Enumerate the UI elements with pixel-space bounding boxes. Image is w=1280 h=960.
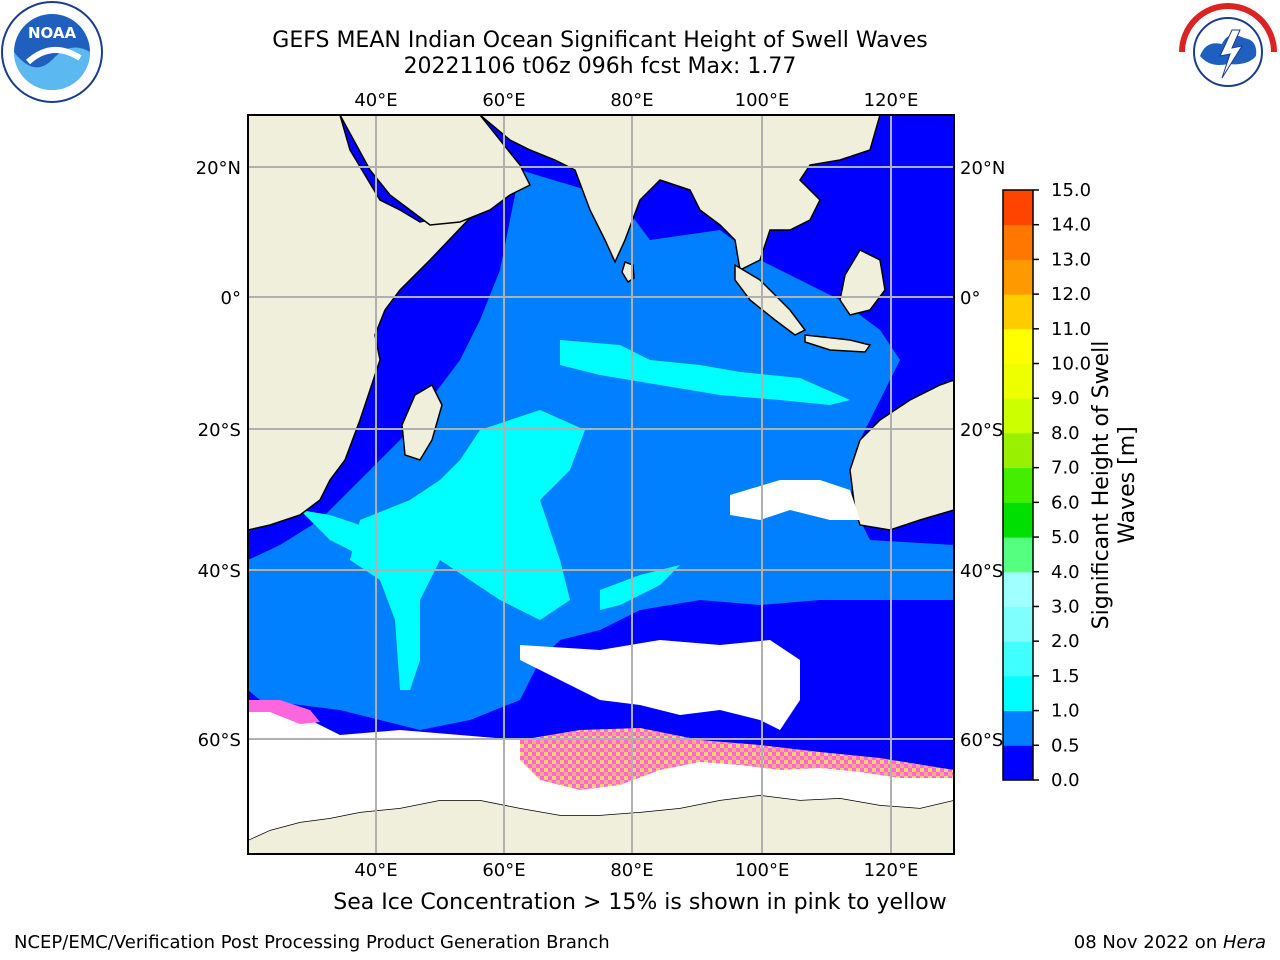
map-frame [247,114,955,855]
lat-label-right: 20°N [960,158,1005,179]
australia [849,379,954,531]
footer-host: Hera [1222,932,1266,953]
lon-label-bottom: 80°E [610,860,653,881]
lat-label-left: 20°N [196,158,241,179]
sea-ice-edge-west [248,700,320,724]
lat-label-left: 0° [221,288,241,309]
sea-ice-caption: Sea Ice Concentration > 15% is shown in … [333,890,947,915]
colorbar-segment [1003,675,1033,712]
colorbar-label: Significant Height of Swell Waves [m] [1089,341,1141,630]
africa [248,115,472,531]
colorbar-segment [1003,363,1033,399]
colorbar-segment [1003,432,1033,469]
lat-label-left: 60°S [198,730,241,751]
lon-label-bottom: 40°E [354,860,397,881]
land [248,115,954,854]
colorbar-tick-label: 2.0 [1051,631,1080,652]
lon-label-top: 40°E [354,90,397,111]
colorbar-label-line2: Waves [m] [1115,426,1140,544]
lon-label-bottom: 100°E [735,860,790,881]
arabia [339,115,532,226]
colorbar-segment [1003,606,1033,642]
colorbar-tick-label: 1.5 [1051,666,1080,687]
colorbar-tick-label: 7.0 [1051,458,1080,479]
colorbar-segment [1003,502,1033,538]
map-title: GEFS MEAN Indian Ocean Significant Heigh… [272,28,928,53]
java [804,334,872,353]
colorbar-tick-label: 6.0 [1051,492,1080,513]
asia-mainland [478,115,881,272]
map-area[interactable] [248,115,954,854]
footer-date: 08 Nov 2022 on Hera [1074,932,1266,953]
noaa-logo: NOAA [1,1,103,103]
swell-band-cyan-west [300,510,390,555]
footer-date-text: 08 Nov 2022 on [1073,932,1223,953]
colorbar-segment [1003,224,1033,260]
lat-label-left: 20°S [198,420,241,441]
lat-label-right: 40°S [960,561,1003,582]
colorbar-tick-label: 15.0 [1051,180,1091,201]
colorbar-tick-label: 11.0 [1051,319,1091,340]
colorbar: 0.0 0.5 1.0 1.5 2.0 3.0 4.0 5.0 6.0 7.0 8.0 9.0 10.0… [1002,180,1091,791]
colorbar-tick-label: 1.0 [1051,701,1080,722]
nodata-patch-south [520,640,800,730]
colorbar-segment [1003,294,1033,330]
colorbar-segment [1003,537,1033,573]
lat-label-right: 0° [960,288,980,309]
lon-label-bottom: 120°E [864,860,919,881]
colorbar-tick-label: 14.0 [1051,215,1091,236]
colorbar-segment [1003,571,1033,607]
lat-label-left: 40°S [198,561,241,582]
colorbar-segment [1003,745,1033,781]
colorbar-tick-label: 0.5 [1051,735,1080,756]
colorbar-segment [1003,398,1033,434]
colorbar-segment [1003,259,1033,295]
colorbar-segment [1003,710,1033,746]
colorbar-frame [1002,189,1034,781]
graticule [248,115,954,854]
colorbar-tick-label: 3.0 [1051,596,1080,617]
lat-label-right: 20°S [960,420,1003,441]
noaa-logo-text: NOAA [28,24,77,42]
colorbar-segment [1003,328,1033,365]
sea-ice-concentration [520,728,954,790]
borneo [839,249,886,316]
map-subtitle: 20221106 t06z 096h fcst Max: 1.77 [403,54,797,79]
colorbar-tick-label: 9.0 [1051,388,1080,409]
lon-label-top: 120°E [864,90,919,111]
lat-label-right: 60°S [960,730,1003,751]
lon-label-top: 80°E [610,90,653,111]
sumatra [734,263,807,336]
colorbar-tick-label: 10.0 [1051,354,1091,375]
lon-label-top: 60°E [482,90,525,111]
colorbar-segment [1003,467,1033,503]
colorbar-tick-label: 0.0 [1051,770,1080,791]
colorbar-tick-label: 8.0 [1051,423,1080,444]
colorbar-tick-label: 5.0 [1051,527,1080,548]
colorbar-segment [1003,641,1033,677]
colorbar-tick-label: 4.0 [1051,562,1080,583]
swell-region-cyan [350,410,585,690]
colorbar-label-line1: Significant Height of Swell [1089,340,1114,630]
footer-credit: NCEP/EMC/Verification Post Processing Pr… [14,932,610,953]
nws-logo [1178,2,1278,102]
colorbar-tick-label: 13.0 [1051,249,1091,270]
colorbar-tick-label: 12.0 [1051,284,1091,305]
lon-label-top: 100°E [735,90,790,111]
lon-label-bottom: 60°E [482,860,525,881]
colorbar-segment [1003,190,1033,226]
swell-band-cyan-east [600,565,680,610]
